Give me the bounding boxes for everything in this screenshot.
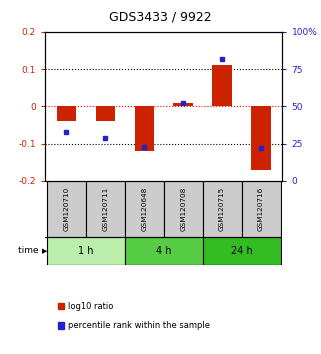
Bar (47, 181, 86, 237)
Text: GSM120711: GSM120711 (102, 187, 108, 231)
Text: percentile rank within the sample: percentile rank within the sample (68, 321, 210, 330)
Text: time: time (18, 246, 42, 255)
Text: 1 h: 1 h (78, 246, 94, 256)
Text: GSM120716: GSM120716 (258, 187, 264, 231)
Text: GSM120708: GSM120708 (180, 187, 186, 231)
Bar (56, 106, 76, 121)
Bar (86, 181, 125, 237)
Bar (47, 237, 125, 265)
Bar (125, 181, 164, 237)
Bar (203, 181, 242, 237)
Text: 4 h: 4 h (156, 246, 171, 256)
Text: ▶: ▶ (42, 248, 47, 254)
Bar (251, 106, 271, 170)
Text: GSM120710: GSM120710 (63, 187, 69, 231)
Text: log10 ratio: log10 ratio (68, 302, 114, 311)
Bar (164, 181, 203, 237)
Bar (125, 237, 203, 265)
Text: 24 h: 24 h (231, 246, 253, 256)
Bar (242, 181, 281, 237)
Text: GSM120648: GSM120648 (141, 187, 147, 231)
Bar (173, 103, 193, 106)
Bar (213, 65, 232, 106)
Bar (134, 106, 154, 151)
Bar (96, 106, 115, 121)
Text: GSM120715: GSM120715 (219, 187, 225, 231)
Text: GDS3433 / 9922: GDS3433 / 9922 (109, 10, 212, 23)
Bar (203, 237, 281, 265)
